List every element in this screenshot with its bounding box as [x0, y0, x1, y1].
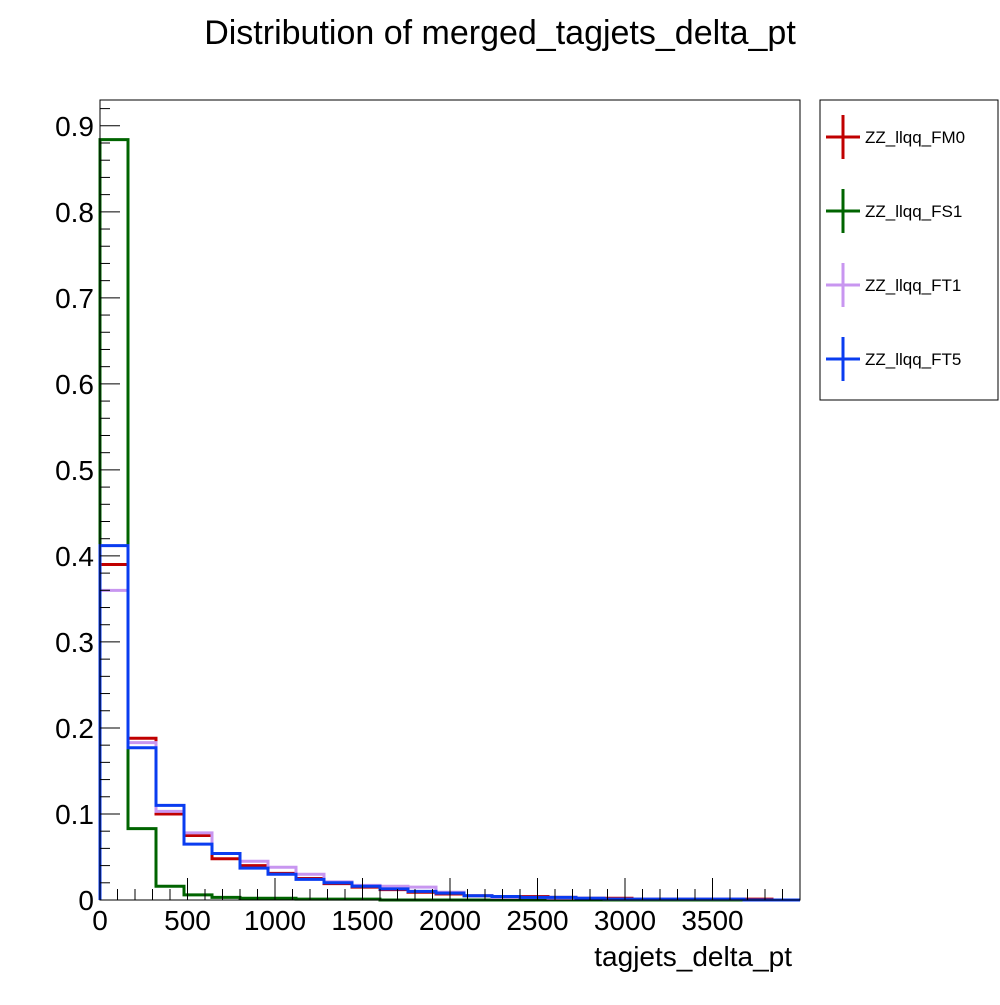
x-tick-label: 0	[92, 905, 108, 936]
series-line-0	[98, 563, 800, 902]
y-tick-label: 0.9	[55, 111, 94, 142]
y-tick-label: 0	[78, 885, 94, 916]
y-tick-label: 0.7	[55, 283, 94, 314]
series-layer	[98, 138, 800, 902]
y-tick-label: 0.4	[55, 541, 94, 572]
y-tick-label: 0.1	[55, 799, 94, 830]
legend-frame	[819, 99, 999, 401]
y-tick-label: 0.6	[55, 369, 94, 400]
legend: ZZ_llqq_FM0 ZZ_llqq_FS1 ZZ_llqq_FT1 ZZ_llqq…	[819, 99, 999, 401]
y-tick-label: 0.2	[55, 713, 94, 744]
x-tick-label: 3000	[594, 905, 656, 936]
x-tick-label: 1500	[331, 905, 393, 936]
series-line-1	[98, 138, 800, 902]
legend-label: ZZ_llqq_FT5	[865, 350, 961, 369]
legend-label: ZZ_llqq_FS1	[865, 202, 962, 221]
legend-label: ZZ_llqq_FM0	[865, 128, 965, 147]
plot-frame	[99, 99, 801, 901]
x-axis-label: tagjets_delta_pt	[594, 941, 792, 972]
x-tick-label: 500	[164, 905, 211, 936]
axis-layer: 0 0.1 0.2 0.3 0.4 0.5 0.6 0.7 0.8 0.9 0 500 1000 1500…	[55, 108, 783, 936]
y-tick-label: 0.8	[55, 197, 94, 228]
series-line-3	[98, 544, 800, 902]
x-tick-label: 1000	[244, 905, 306, 936]
y-tick-label: 0.5	[55, 455, 94, 486]
x-tick-label: 3500	[681, 905, 743, 936]
legend-label: ZZ_llqq_FT1	[865, 276, 961, 295]
chart-title: Distribution of merged_tagjets_delta_pt	[204, 14, 796, 52]
x-tick-label: 2500	[506, 905, 568, 936]
series-line-2	[98, 588, 800, 902]
y-tick-label: 0.3	[55, 627, 94, 658]
x-tick-label: 2000	[419, 905, 481, 936]
